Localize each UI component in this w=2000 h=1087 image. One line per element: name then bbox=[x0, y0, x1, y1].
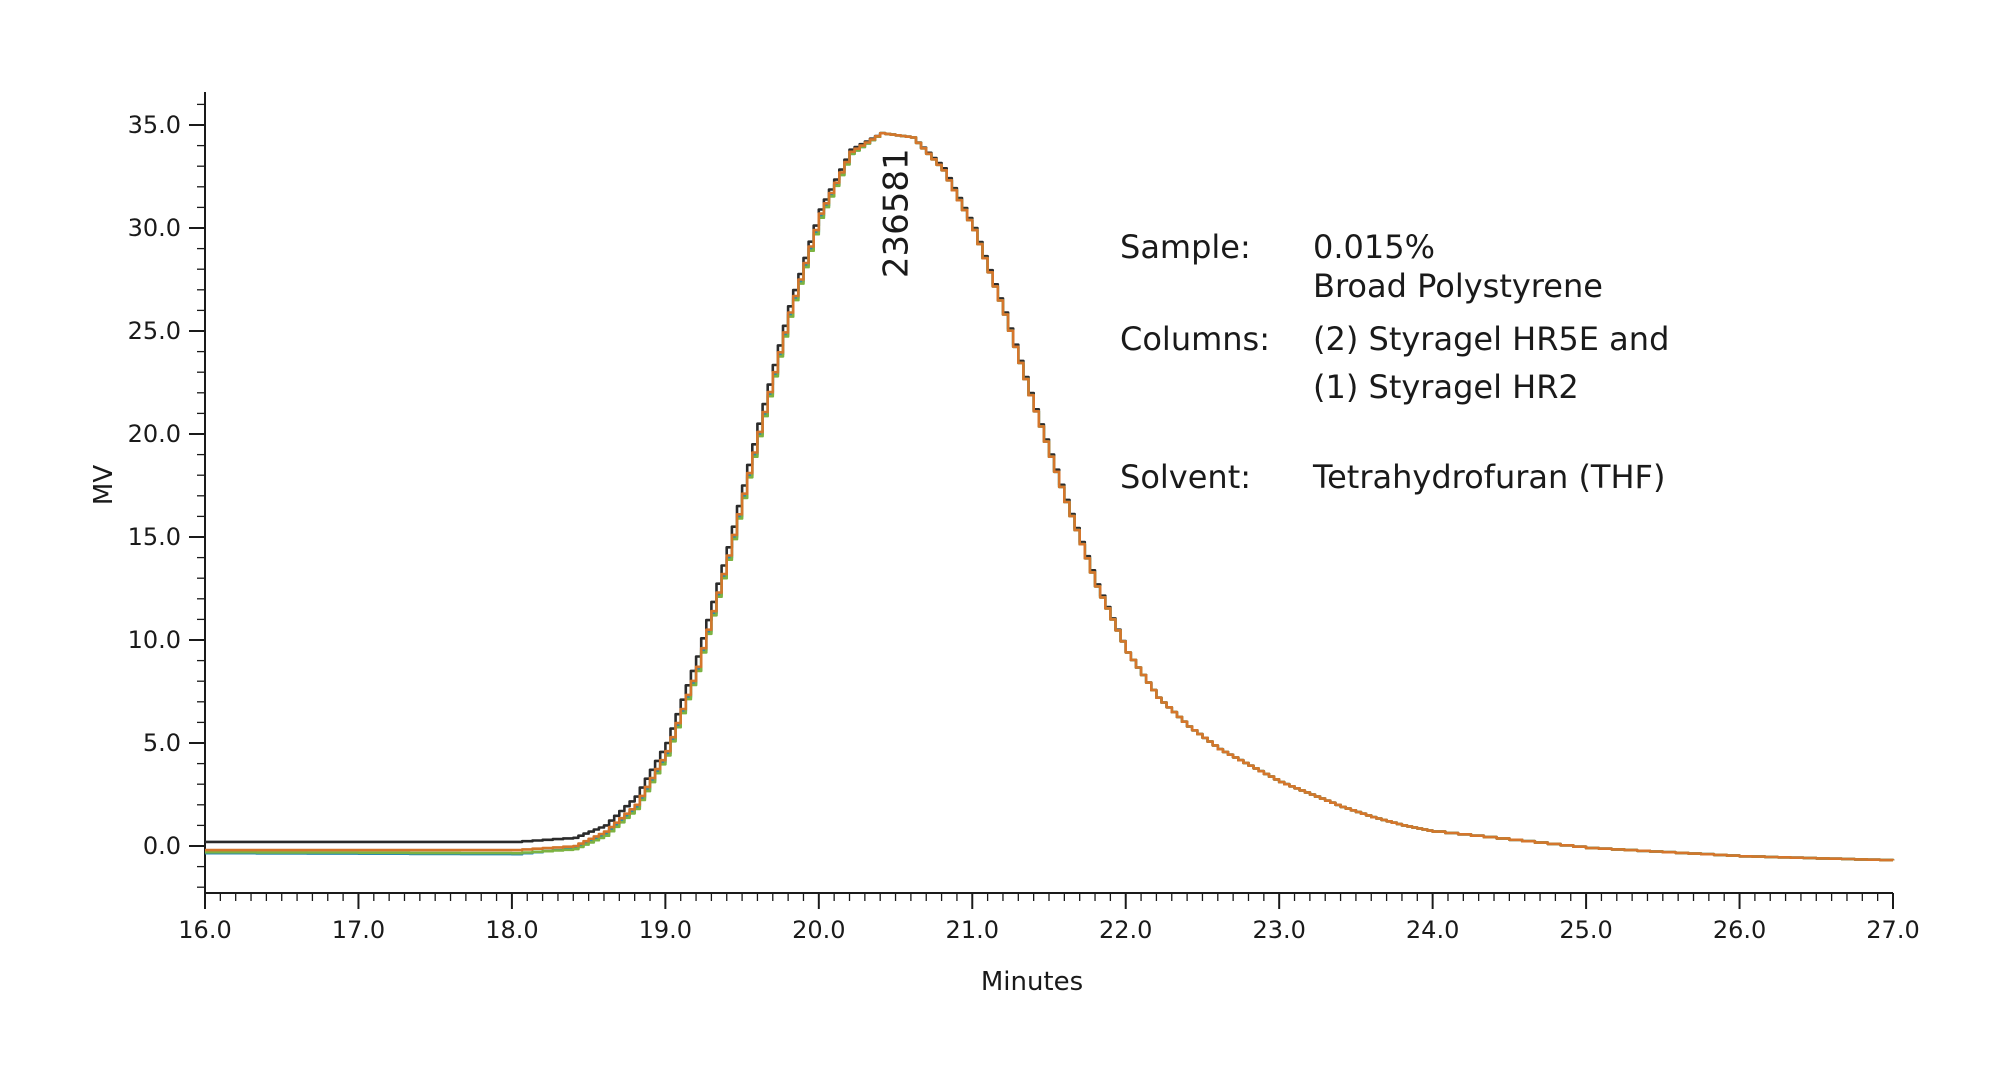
y-tick-label: 30.0 bbox=[128, 214, 181, 242]
y-tick-label: 15.0 bbox=[128, 523, 181, 551]
columns-value-line2: (1) Styragel HR2 bbox=[1313, 368, 1579, 406]
x-axis: 16.0 17.0 18.0 19.0 20.0 21.0 22.0 23.0 24.0 25.0… bbox=[178, 892, 1920, 944]
y-axis: 0.0 5.0 10.0 15.0 20.0 25.0 30.0 35.0 bbox=[128, 92, 206, 893]
x-tick-label: 25.0 bbox=[1559, 916, 1612, 944]
y-tick-label: 35.0 bbox=[128, 111, 181, 139]
solvent-label: Solvent: bbox=[1120, 458, 1251, 496]
sample-value-line1: 0.015% bbox=[1313, 228, 1435, 266]
series-line-1 bbox=[205, 131, 1895, 862]
y-tick-label: 25.0 bbox=[128, 317, 181, 345]
y-tick-label: 5.0 bbox=[143, 729, 181, 757]
x-tick-label: 17.0 bbox=[332, 916, 385, 944]
series-line-2 bbox=[205, 131, 1895, 862]
x-tick-label: 26.0 bbox=[1713, 916, 1766, 944]
x-tick-label: 18.0 bbox=[485, 916, 538, 944]
x-tick-label: 21.0 bbox=[946, 916, 999, 944]
x-tick-label: 24.0 bbox=[1406, 916, 1459, 944]
series-layer bbox=[205, 131, 1895, 862]
x-tick-label: 22.0 bbox=[1099, 916, 1152, 944]
sample-label: Sample: bbox=[1120, 228, 1251, 266]
sample-value-line2: Broad Polystyrene bbox=[1313, 267, 1603, 305]
x-tick-label: 16.0 bbox=[178, 916, 231, 944]
x-tick-label: 20.0 bbox=[792, 916, 845, 944]
y-axis-title: MV bbox=[89, 465, 119, 505]
x-axis-title: Minutes bbox=[981, 967, 1083, 997]
y-tick-label: 20.0 bbox=[128, 420, 181, 448]
x-tick-label: 23.0 bbox=[1252, 916, 1305, 944]
solvent-value: Tetrahydrofuran (THF) bbox=[1312, 458, 1665, 496]
series-line-4 bbox=[205, 131, 1895, 862]
x-tick-label: 19.0 bbox=[639, 916, 692, 944]
y-tick-label: 10.0 bbox=[128, 626, 181, 654]
y-tick-label: 0.0 bbox=[143, 832, 181, 860]
series-line-3 bbox=[205, 131, 1895, 862]
info-panel: Sample: 0.015% Broad Polystyrene Columns… bbox=[1120, 228, 1669, 496]
peak-label: 236581 bbox=[877, 148, 917, 278]
columns-value-line1: (2) Styragel HR5E and bbox=[1313, 320, 1669, 358]
x-tick-label: 27.0 bbox=[1866, 916, 1919, 944]
columns-label: Columns: bbox=[1120, 320, 1270, 358]
